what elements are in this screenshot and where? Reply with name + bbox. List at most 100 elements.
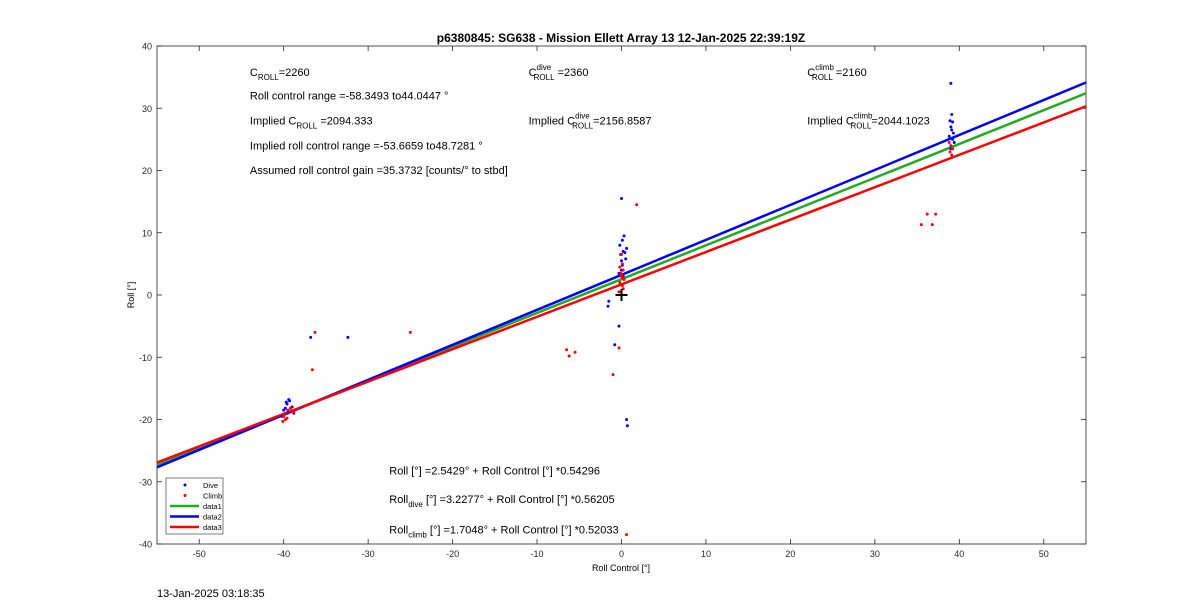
dive-point bbox=[625, 246, 629, 250]
y-tick-label: -10 bbox=[139, 353, 152, 363]
climb-point bbox=[635, 203, 639, 207]
climb-point bbox=[281, 419, 285, 423]
climb-point bbox=[286, 408, 290, 412]
legend-label-data1: data1 bbox=[203, 502, 222, 511]
legend-marker-dive bbox=[183, 483, 187, 487]
climb-point bbox=[618, 281, 622, 285]
dive-point bbox=[284, 400, 288, 404]
dive-point bbox=[620, 238, 624, 242]
climb-point bbox=[919, 223, 923, 227]
climb-point bbox=[934, 212, 938, 216]
climb-point bbox=[620, 262, 624, 266]
climb-point bbox=[288, 406, 292, 410]
x-tick-label: 10 bbox=[701, 549, 711, 559]
climb-point bbox=[310, 368, 314, 372]
x-tick-label: 20 bbox=[785, 549, 795, 559]
x-tick-label: -50 bbox=[193, 549, 206, 559]
dive-point bbox=[607, 299, 611, 303]
annotation-2: Implied CROLL =2094.333 bbox=[250, 115, 373, 130]
annotation-3: Implied roll control range =-53.6659 to4… bbox=[250, 140, 483, 152]
x-tick-label: 0 bbox=[619, 549, 624, 559]
legend-label-data3: data3 bbox=[203, 523, 222, 532]
climb-point bbox=[408, 330, 412, 334]
x-tick-label: -10 bbox=[531, 549, 544, 559]
climb-point bbox=[282, 414, 286, 418]
dive-point bbox=[948, 119, 952, 123]
dive-point bbox=[951, 131, 955, 135]
climb-point bbox=[292, 410, 296, 414]
dive-point bbox=[287, 398, 291, 402]
climb-point bbox=[313, 330, 317, 334]
climb-point bbox=[617, 346, 621, 350]
annotation-4: Assumed roll control gain =35.3732 [coun… bbox=[250, 165, 508, 177]
dive-point bbox=[617, 324, 621, 328]
y-tick-label: -30 bbox=[139, 477, 152, 487]
y-tick-label: -40 bbox=[139, 540, 152, 550]
climb-point bbox=[620, 273, 623, 277]
climb-point bbox=[951, 147, 955, 151]
dive-point bbox=[947, 134, 951, 138]
dive-point bbox=[949, 81, 953, 85]
x-tick-label: -20 bbox=[446, 549, 459, 559]
climb-point bbox=[283, 411, 287, 415]
annotation-7: Cclimb ROLL =2160 bbox=[807, 63, 866, 82]
y-tick-label: 0 bbox=[147, 291, 152, 301]
dive-point bbox=[625, 424, 629, 428]
x-tick-label: 50 bbox=[1039, 549, 1049, 559]
annotation-8: Implied Cclimb ROLL=2044.1023 bbox=[807, 111, 929, 130]
climb-point bbox=[620, 253, 623, 257]
climb-point bbox=[611, 373, 615, 377]
climb-point bbox=[617, 290, 621, 294]
x-axis-label: Roll Control [°] bbox=[592, 563, 650, 573]
climb-point bbox=[947, 140, 951, 144]
annotation-5: Cdive ROLL =2360 bbox=[529, 63, 589, 82]
annotation-0: CROLL=2260 bbox=[250, 67, 310, 82]
dive-point bbox=[622, 234, 626, 238]
mean-plus-marker bbox=[615, 289, 628, 301]
dive-point bbox=[309, 335, 313, 339]
y-tick-label: 10 bbox=[142, 228, 152, 238]
annotation-9: Roll [°] =2.5429° + Roll Control [°] *0.… bbox=[389, 465, 600, 477]
climb-point bbox=[625, 533, 629, 537]
climb-point bbox=[567, 354, 571, 358]
climb-point bbox=[573, 350, 577, 354]
dive-point bbox=[950, 112, 954, 116]
climb-point bbox=[925, 212, 929, 216]
climb-point bbox=[621, 268, 625, 272]
dive-point bbox=[606, 304, 610, 308]
y-tick-label: 30 bbox=[142, 104, 152, 114]
dive-point bbox=[952, 140, 956, 144]
legend-marker-climb bbox=[183, 494, 187, 497]
dive-point bbox=[623, 251, 627, 255]
climb-point bbox=[930, 223, 934, 227]
y-tick-label: 40 bbox=[142, 42, 152, 52]
x-tick-label: 40 bbox=[954, 549, 964, 559]
legend-label-data2: data2 bbox=[203, 513, 222, 522]
dive-point bbox=[949, 125, 953, 129]
footer-timestamp: 13-Jan-2025 03:18:35 bbox=[157, 588, 265, 600]
climb-point bbox=[949, 144, 953, 148]
dive-point bbox=[346, 335, 350, 339]
dive-point bbox=[951, 137, 955, 141]
y-axis-label: Roll [°] bbox=[126, 282, 136, 309]
climb-point bbox=[285, 416, 289, 420]
legend-label-dive: Dive bbox=[203, 481, 218, 490]
annotation-6: Implied Cdive ROLL=2156.8587 bbox=[529, 111, 652, 130]
annotation-10: Rolldive [°] =3.2277° + Roll Control [°]… bbox=[389, 494, 614, 509]
legend-label-climb: Climb bbox=[203, 492, 222, 501]
climb-point bbox=[948, 150, 952, 154]
dive-point bbox=[625, 418, 629, 421]
climb-point bbox=[565, 348, 569, 352]
x-tick-label: 30 bbox=[870, 549, 880, 559]
dive-point bbox=[620, 259, 623, 263]
annotation-1: Roll control range =-58.3493 to44.0447 ° bbox=[250, 91, 449, 103]
dive-point bbox=[618, 243, 622, 247]
x-tick-label: -40 bbox=[277, 549, 290, 559]
climb-point bbox=[620, 276, 624, 280]
y-tick-label: -20 bbox=[139, 415, 152, 425]
climb-point bbox=[618, 265, 622, 269]
dive-point bbox=[613, 343, 617, 347]
annotation-11: Rollclimb [°] =1.7048° + Roll Control [°… bbox=[389, 524, 618, 539]
x-tick-label: -30 bbox=[362, 549, 375, 559]
